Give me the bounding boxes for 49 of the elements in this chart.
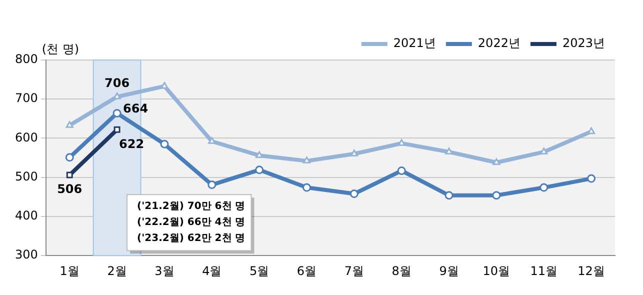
point	[160, 82, 168, 89]
legend-label: 2021년	[393, 36, 436, 50]
point	[114, 126, 120, 133]
x-tick-label: 2월	[107, 264, 127, 278]
point	[587, 174, 596, 183]
point	[540, 183, 548, 192]
x-tick-label: 7월	[344, 264, 364, 278]
annotation: ('22.2월) 66만 4천 명	[137, 217, 246, 228]
x-tick-label: 3월	[154, 264, 174, 278]
point	[302, 156, 311, 164]
point	[66, 172, 73, 178]
legend-label: 2023년	[562, 36, 606, 50]
annotation: ('21.2월) 70만 6천 명	[137, 201, 246, 212]
x-tick-label: 4월	[202, 264, 222, 278]
y-axis-title: (천 명)	[42, 42, 80, 56]
point	[444, 191, 454, 200]
y-tick-label: 500	[15, 169, 38, 184]
point	[350, 150, 358, 156]
point	[65, 153, 74, 162]
x-tick-label: 1월	[60, 264, 80, 278]
point	[256, 151, 264, 158]
annotation: ('23.2월) 62만 2천 명	[137, 233, 246, 244]
point	[492, 191, 501, 200]
y-tick-label: 400	[15, 208, 38, 223]
y-tick-label: 800	[15, 52, 38, 66]
data-label: 706	[104, 76, 130, 90]
x-tick-label: 10월	[482, 264, 510, 278]
point	[302, 183, 311, 192]
y-tick-label: 300	[15, 248, 38, 262]
y-tick-label: 600	[15, 130, 38, 144]
point	[208, 180, 216, 190]
data-label: 622	[119, 136, 144, 151]
x-tick-label: 11월	[530, 264, 558, 278]
legend-label: 2022년	[478, 36, 520, 50]
point	[397, 166, 406, 175]
point	[66, 121, 74, 128]
x-tick-label: 12월	[578, 264, 605, 278]
point	[112, 108, 122, 118]
point	[350, 190, 358, 198]
data-label: 506	[57, 182, 82, 196]
x-tick-label: 6월	[296, 264, 317, 278]
point	[160, 140, 169, 148]
y-tick-label: 700	[15, 91, 38, 106]
data-label: 664	[123, 101, 148, 116]
point	[255, 166, 264, 174]
x-tick-label: 5월	[249, 264, 270, 278]
point	[492, 158, 500, 165]
x-tick-label: 9월	[439, 264, 459, 278]
x-tick-label: 8월	[392, 264, 412, 278]
